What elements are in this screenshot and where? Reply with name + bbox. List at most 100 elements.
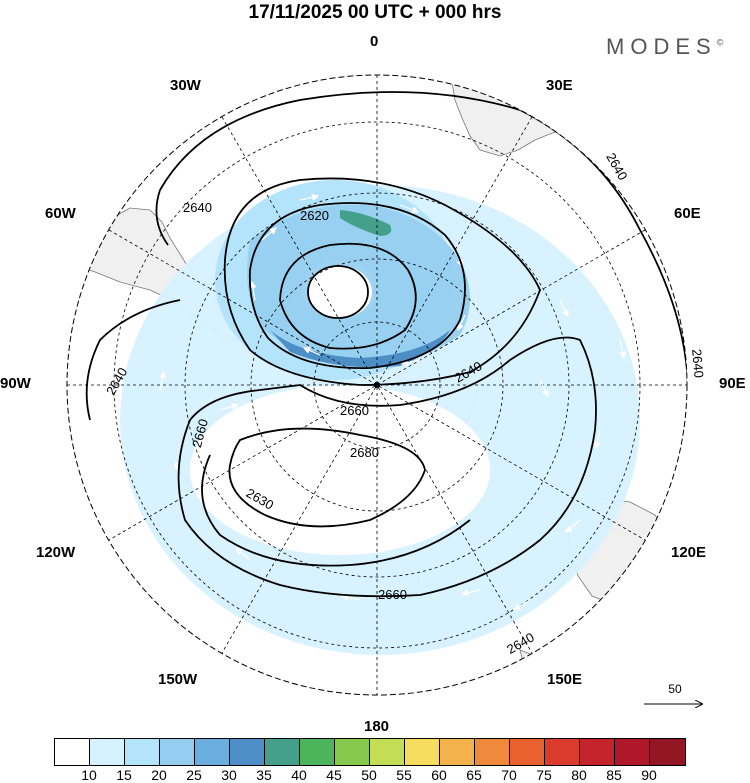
colorbar-cell [230,739,265,765]
latitude-circle-2 [250,258,504,512]
tasmania-land [519,649,549,677]
colorbar-cell [55,739,90,765]
colorbar-tick-label: 20 [151,767,167,783]
reference-vector-arrow-icon [644,699,706,709]
lon-label-90e: 90E [719,375,746,392]
contour-2660-east [177,336,597,598]
colorbar-tick-label: 65 [466,767,482,783]
contour-label: 2660 [340,403,369,418]
latitude-circle-3 [184,192,570,578]
wind-arrow [400,359,421,367]
wind-arrow [593,429,601,450]
lon-label-30w: 30W [170,77,201,94]
contour-label: 2640 [689,348,706,378]
contour-label: 2640 [183,200,212,215]
lon-label-60w: 60W [45,205,76,222]
contour-label: 2620 [300,208,329,223]
contour-label: 2660 [189,417,211,449]
contour-2620 [248,202,466,369]
colorbar-cell [335,739,370,765]
colorbar-cell [615,739,650,765]
colorbar-tick-label: 55 [396,767,412,783]
wind-arrow [219,403,240,411]
lon-label-120e: 120E [671,544,707,561]
colorbar-cell [510,739,545,765]
lon-label-30e: 30E [546,77,573,94]
colorbar-cell [650,739,685,765]
colorbar-tick-label: 70 [501,767,517,783]
colorbar-tick-labels: 10 15 20 25 30 35 40 45 50 55 60 65 70 75 80 85 90 [54,767,750,783]
wind-arrow [249,280,257,301]
wind-arrow [619,339,627,360]
colorbar-cell [90,739,125,765]
colorbar-tick-label: 60 [431,767,447,783]
reference-vector-value: 50 [668,682,682,696]
colorbar-tick-label: 25 [186,767,202,783]
colorbar-cell [300,739,335,765]
contour-2660-inner [201,454,471,567]
wind-arrow [302,347,321,356]
lon-label-120w: 120W [36,544,76,561]
map-title: 17/11/2025 00 UTC + 000 hrs [248,2,502,23]
colorbar-tick-label: 30 [221,767,237,783]
colorbar [54,738,686,766]
wind-arrow [512,599,531,611]
wind-arrow [340,593,361,601]
jet-streak-core [270,330,450,368]
meridian-60w-120e [108,229,646,541]
brand-copyright-mark: © [716,37,724,48]
colorbar-cell [580,739,615,765]
reference-vector: 50 [640,682,710,712]
wind-arrow [429,411,448,421]
contour-2680 [228,427,426,528]
wind-arrow [235,547,251,561]
wind-arrow [261,227,277,241]
contour-2640-west [85,189,181,421]
colorbar-tick-label: 15 [116,767,132,783]
colorbar-tick-label: 10 [81,767,97,783]
polar-high-gap [190,385,490,555]
lon-label-60e: 60E [674,205,701,222]
contour-2640-inner [223,177,541,386]
colorbar-tick-label: 45 [326,767,342,783]
wind-arrow [299,445,320,453]
colorbar-cell [545,739,580,765]
africa-land [449,75,561,157]
colorbar-tick-label: 50 [361,767,377,783]
wind-arrow [539,379,549,398]
lon-label-150w: 150W [158,671,198,688]
wind-arrow [299,193,320,201]
graticule [67,75,687,695]
wind-arrow [457,314,466,332]
lon-label-0: 0 [370,33,379,50]
wind-arrow [460,589,481,597]
lon-label-150e: 150E [547,671,583,688]
wind-arrow [399,204,420,214]
colorbar-tick-label: 35 [256,767,272,783]
colorbar-tick-label: 75 [536,767,552,783]
colorbar-cell [265,739,300,765]
map-boundary [66,74,688,696]
colorbar-cell [370,739,405,765]
colorbar-cell [195,739,230,765]
meridian-30e-150w [221,116,533,654]
wind-arrow [400,499,421,507]
lon-label-90w: 90W [0,375,31,392]
colorbar-tick-label: 90 [641,767,657,783]
colorbar-tick-label: 85 [606,767,622,783]
contour-label: 2660 [378,587,407,602]
wind-speed-shading [120,180,640,655]
meridian-30w-150e [221,116,533,654]
wind-arrow [559,299,569,318]
brand-name: MODES [606,34,717,59]
wind-arrow [565,519,581,533]
colorbar-cell [440,739,475,765]
brand-logo: MODES© [606,34,723,60]
colorbar-cell [125,739,160,765]
colorbar-tick-label: 40 [291,767,307,783]
contour-label: 2680 [350,445,379,460]
colorbar-cell [160,739,195,765]
meridian-60e-120w [108,229,646,541]
wind-arrows [159,193,627,611]
